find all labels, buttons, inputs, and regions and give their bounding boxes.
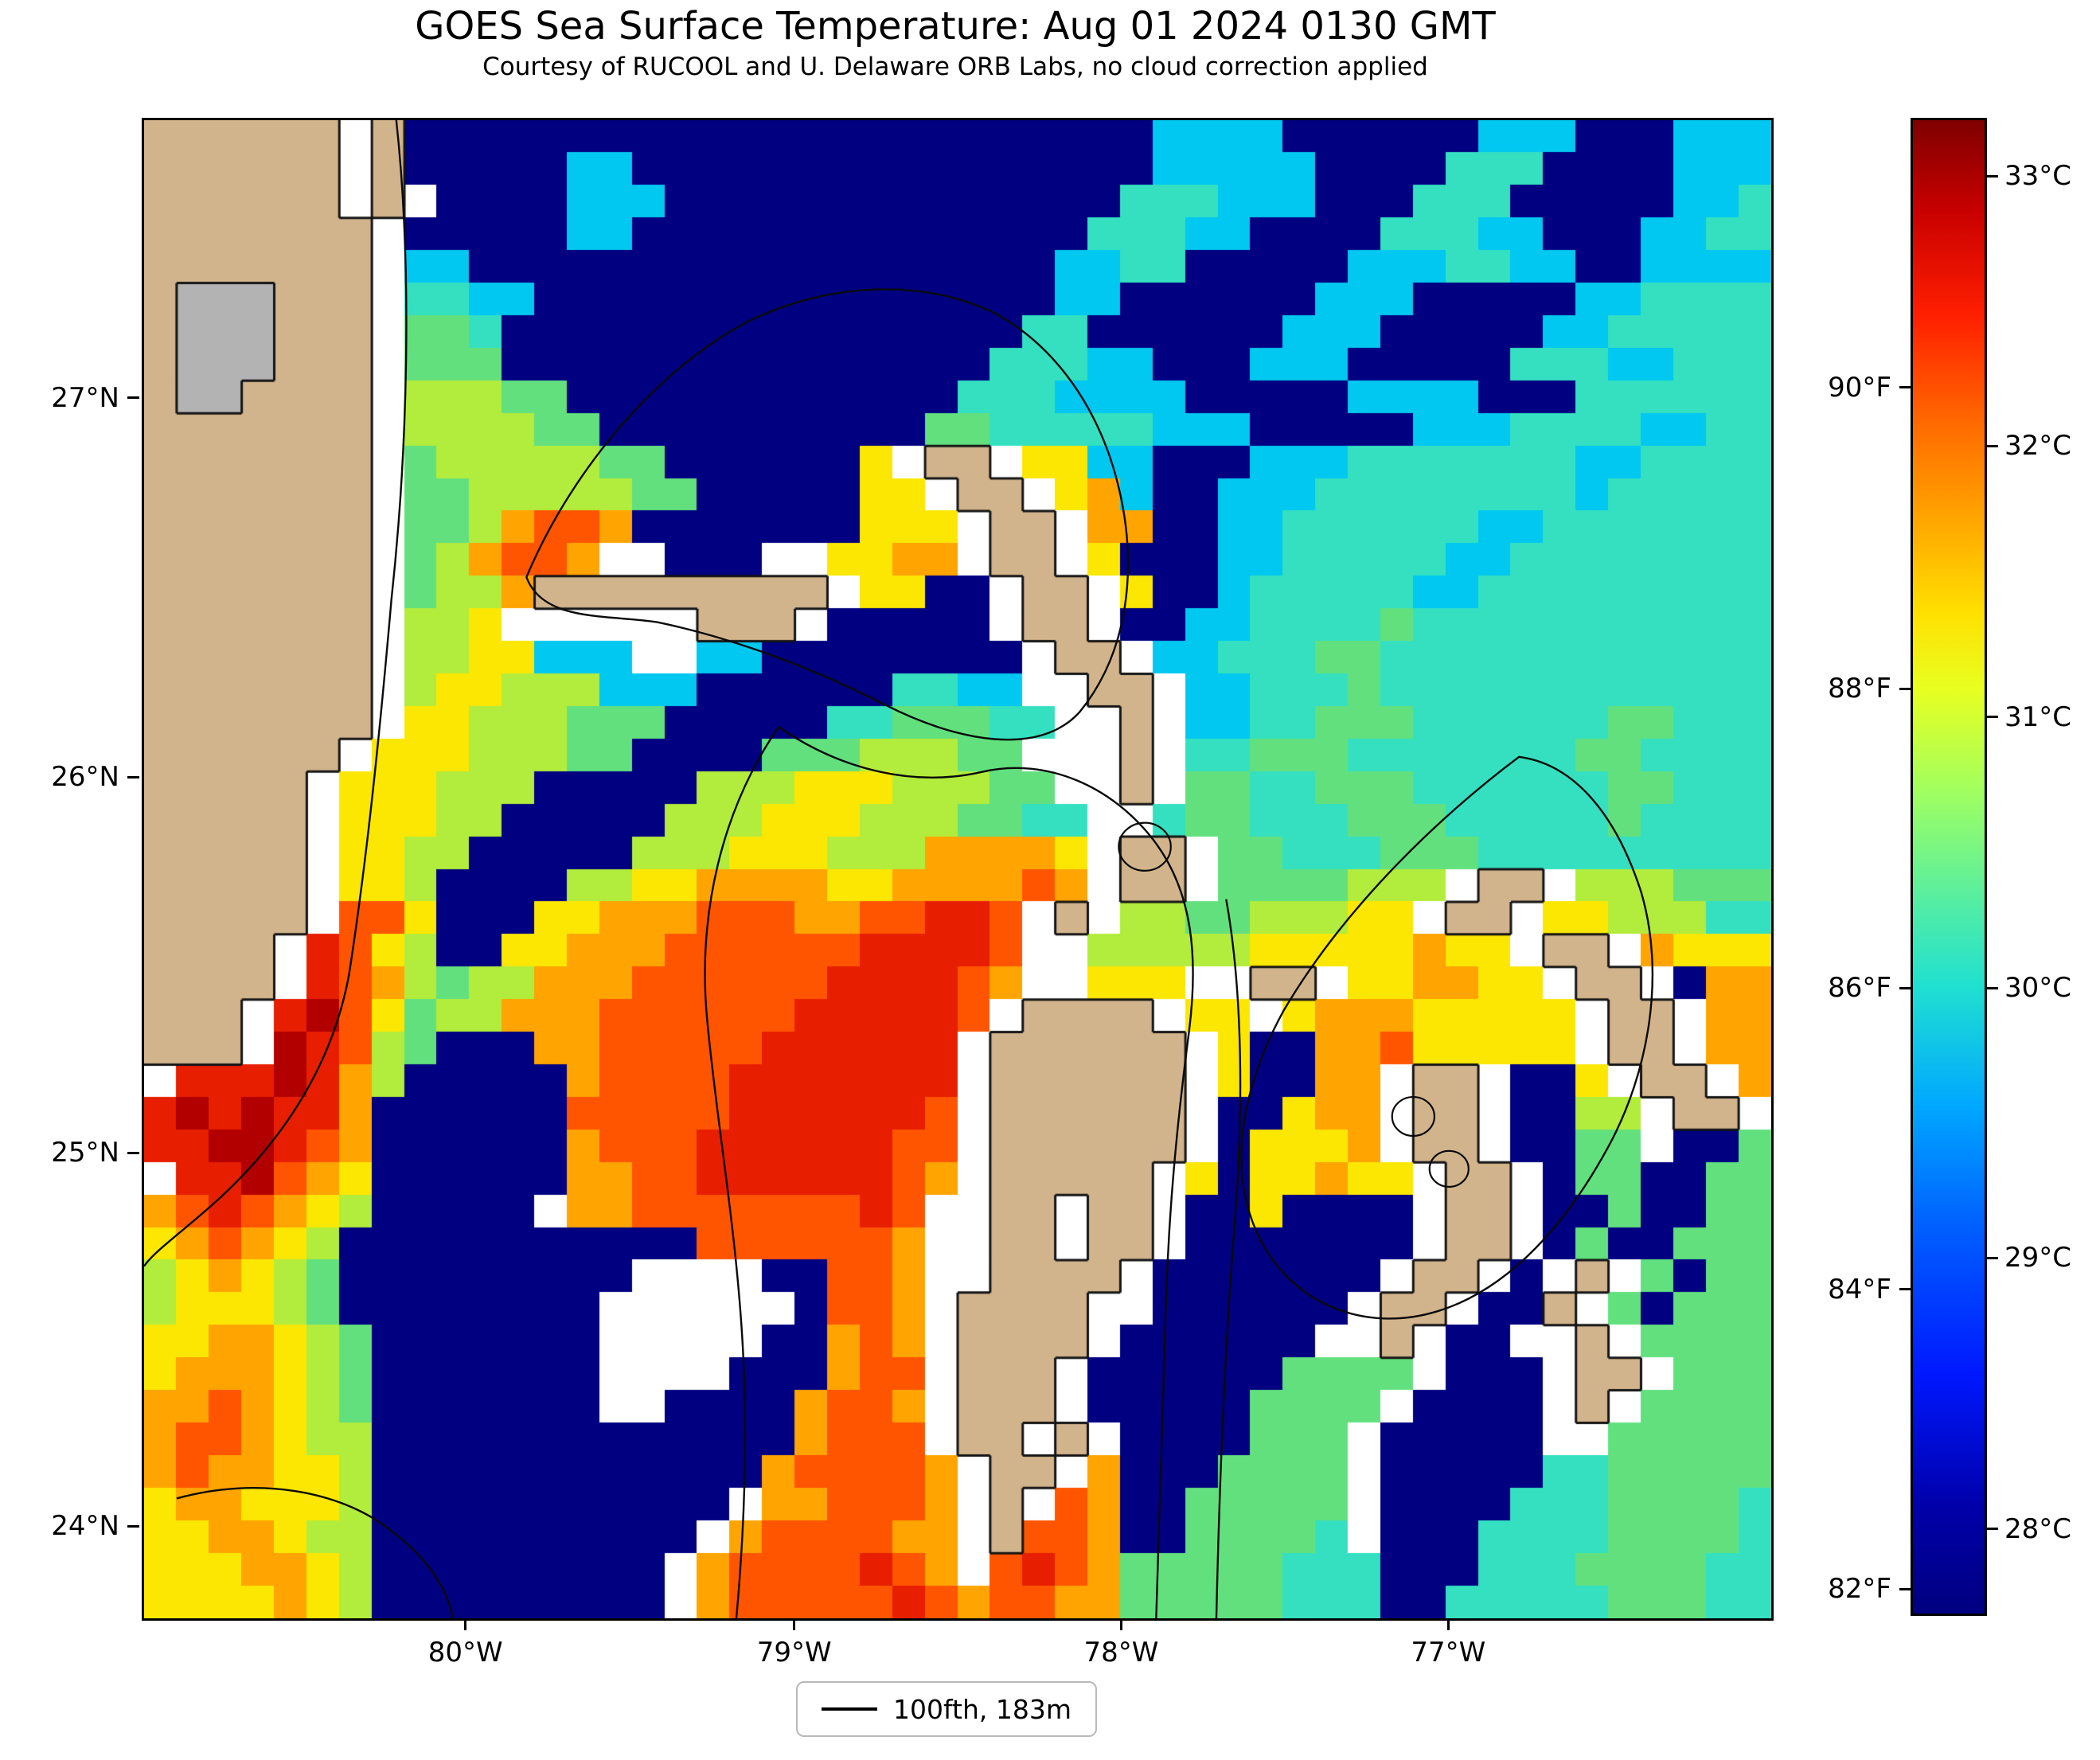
isobath-contour-line bbox=[1241, 757, 1652, 1319]
isobath-contour-circle bbox=[1392, 1097, 1434, 1136]
colorbar-fahrenheit-tick-label: 84°F bbox=[1828, 1273, 1891, 1305]
colorbar-celsius-tickmark bbox=[1987, 716, 1998, 719]
colorbar-fahrenheit-tickmark bbox=[1899, 386, 1911, 389]
y-axis-tickmark bbox=[127, 1151, 139, 1154]
y-axis-tick-label: 27°N bbox=[51, 381, 119, 414]
colorbar-celsius-tick-label: 32°C bbox=[2004, 430, 2072, 462]
figure-subtitle: Courtesy of RUCOOL and U. Delaware ORB L… bbox=[482, 53, 1428, 81]
sst-raster-canvas bbox=[144, 120, 1771, 1618]
colorbar-fahrenheit-tickmark bbox=[1899, 986, 1911, 989]
sst-map-axes bbox=[142, 118, 1774, 1621]
x-axis-tick-label: 78°W bbox=[1083, 1637, 1159, 1668]
isobath-contour-overlay bbox=[144, 120, 1771, 1618]
y-axis-tickmark bbox=[127, 775, 139, 779]
colorbar-celsius-tickmark bbox=[1987, 174, 1998, 178]
legend-line-sample bbox=[822, 1707, 877, 1711]
legend: 100fth, 183m bbox=[796, 1681, 1097, 1737]
colorbar-celsius-tickmark bbox=[1987, 1528, 1998, 1531]
colorbar-fahrenheit-tickmark bbox=[1899, 1288, 1911, 1291]
x-axis-tick-label: 79°W bbox=[756, 1637, 832, 1668]
y-axis-tickmark bbox=[127, 396, 139, 400]
isobath-contour-line bbox=[705, 727, 779, 1618]
isobath-contour-line bbox=[1216, 900, 1240, 1618]
y-axis-tick-label: 25°N bbox=[51, 1137, 119, 1169]
colorbar-fahrenheit-tick-label: 90°F bbox=[1828, 371, 1891, 404]
x-axis-tickmark bbox=[793, 1618, 796, 1630]
isobath-contour-circle bbox=[1430, 1151, 1469, 1187]
colorbar-celsius-tickmark bbox=[1987, 986, 1998, 989]
isobath-contour-line bbox=[779, 727, 1192, 1618]
y-axis-tickmark bbox=[127, 1524, 139, 1528]
y-axis-tick-label: 24°N bbox=[51, 1510, 119, 1543]
colorbar-celsius-tick-label: 29°C bbox=[2004, 1242, 2072, 1274]
figure-title: GOES Sea Surface Temperature: Aug 01 202… bbox=[415, 4, 1496, 49]
colorbar-celsius-tick-label: 31°C bbox=[2004, 700, 2072, 733]
colorbar-gradient bbox=[1913, 120, 1985, 1614]
colorbar-celsius-tickmark bbox=[1987, 1256, 1998, 1259]
colorbar-celsius-tick-label: 30°C bbox=[2004, 972, 2072, 1005]
isobath-contour-circle bbox=[1118, 823, 1170, 871]
x-axis-tickmark bbox=[1119, 1618, 1122, 1630]
x-axis-tick-label: 80°W bbox=[427, 1637, 503, 1668]
x-axis-tick-label: 77°W bbox=[1411, 1637, 1486, 1668]
colorbar-fahrenheit-tickmark bbox=[1899, 1587, 1911, 1590]
colorbar-celsius-tick-label: 28°C bbox=[2004, 1512, 2072, 1545]
isobath-contour-line bbox=[177, 1488, 453, 1618]
x-axis-tickmark bbox=[1446, 1618, 1450, 1630]
colorbar-celsius-tick-label: 33°C bbox=[2004, 160, 2072, 193]
isobath-contour-line bbox=[144, 120, 406, 1266]
colorbar bbox=[1911, 118, 1987, 1616]
legend-label: 100fth, 183m bbox=[893, 1693, 1071, 1725]
colorbar-fahrenheit-tick-label: 82°F bbox=[1828, 1573, 1891, 1606]
colorbar-celsius-tickmark bbox=[1987, 444, 1998, 447]
isobath-contour-line bbox=[526, 289, 1128, 740]
colorbar-fahrenheit-tickmark bbox=[1899, 687, 1911, 690]
y-axis-tick-label: 26°N bbox=[51, 761, 119, 794]
x-axis-tickmark bbox=[464, 1618, 467, 1630]
colorbar-fahrenheit-tick-label: 86°F bbox=[1828, 972, 1891, 1005]
colorbar-fahrenheit-tick-label: 88°F bbox=[1828, 673, 1891, 705]
